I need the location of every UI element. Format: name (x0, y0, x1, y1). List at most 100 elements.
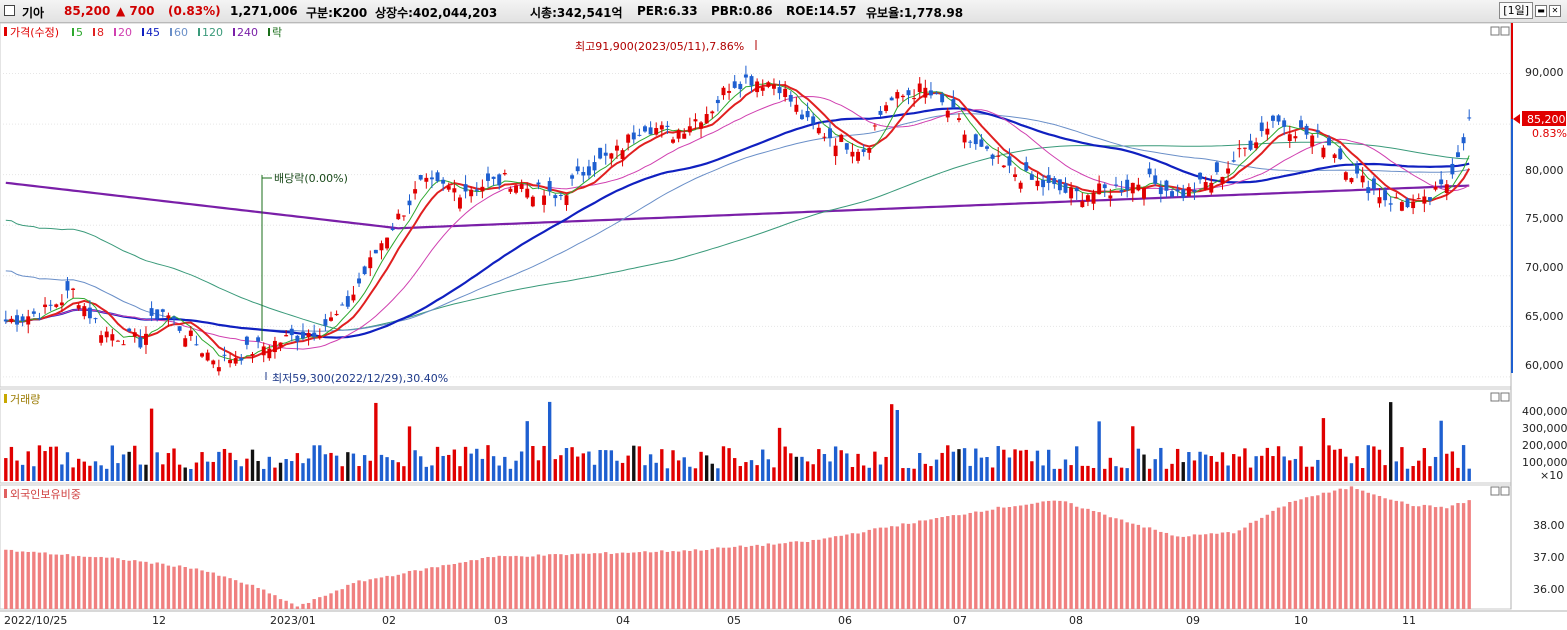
foreign-ratio-bar (441, 565, 445, 609)
float-ratio: 유보율:1,778.98 (866, 6, 964, 20)
candle-body (1360, 175, 1365, 183)
foreign-ratio-bar (531, 556, 535, 609)
foreign-ratio-bar (1097, 512, 1101, 609)
foreign-ratio-bar (1103, 514, 1107, 609)
volume-bar (1405, 468, 1410, 481)
foreign-ratio-bar (828, 537, 832, 609)
candle-body (317, 335, 322, 339)
price-change-pct: (0.83%) (168, 4, 221, 18)
candle-body (861, 149, 866, 152)
x-axis: 2022/10/25 12 2023/01 02 03 04 05 06 07 … (4, 614, 1416, 627)
candle-body (1287, 134, 1292, 141)
volume-bar (1108, 457, 1113, 481)
volume-bar (1389, 402, 1393, 481)
foreign-ratio-bar (576, 553, 580, 609)
candle-body (570, 175, 575, 179)
candle-body (547, 181, 552, 192)
foreign-ratio-bar (1002, 507, 1006, 609)
candle-body (31, 311, 36, 314)
volume-panel-close-icon[interactable] (1500, 392, 1510, 402)
foreign-ratio-bar (890, 526, 894, 609)
foreign-ratio-bar (1389, 499, 1393, 609)
close-icon[interactable]: ✕ (1549, 4, 1561, 17)
volume-bar (828, 461, 832, 481)
volume-bar (441, 455, 445, 481)
period-button[interactable]: [1일] (1499, 2, 1533, 19)
foreign-ratio-bar (1316, 495, 1320, 609)
candle-body (37, 318, 42, 320)
foreign-ratio-bar (37, 552, 42, 609)
candle-body (1254, 142, 1259, 149)
legend-swatch (72, 28, 74, 36)
candle-body (121, 344, 126, 346)
volume-bar (1327, 445, 1331, 481)
volume-panel-minimize-icon[interactable] (1490, 392, 1500, 402)
foreign-ratio-bar (632, 552, 636, 609)
volume-bar (839, 450, 843, 481)
volume-panel-title: 거래량 (10, 393, 40, 406)
candle-body (715, 99, 720, 104)
foreign-ratio-bar (26, 551, 30, 609)
candle-body (334, 313, 339, 316)
price-panel-minimize-icon[interactable] (1490, 26, 1500, 36)
volume-bar (1288, 460, 1292, 481)
foreign-ratio-bar (1456, 503, 1460, 609)
x-tick: 2023/01 (270, 614, 316, 627)
select-checkbox[interactable] (4, 5, 15, 16)
volume-bar (1433, 456, 1438, 481)
foreign-panel-minimize-icon[interactable] (1490, 486, 1500, 496)
price-panel[interactable] (0, 23, 1512, 388)
candle-body (564, 195, 569, 206)
foreign-ratio-bar (1433, 507, 1438, 609)
candle-body (1383, 190, 1388, 201)
candle-body (1282, 120, 1287, 127)
candle-body (351, 294, 356, 301)
candle-body (788, 94, 793, 102)
volume-bar (1344, 456, 1348, 481)
foreign-ratio-bar (1254, 520, 1258, 609)
volume-bar (508, 468, 513, 481)
volume-bar (138, 464, 143, 481)
foreign-y-axis: 38.00 37.00 36.00 (1533, 519, 1565, 596)
price-tick: 75,000 (1525, 212, 1564, 225)
current-pct-tag-text: 0.83% (1532, 127, 1567, 140)
volume-bar (873, 451, 877, 481)
volume-bar (105, 468, 109, 481)
foreign-ratio-bar (1366, 492, 1370, 609)
volume-bar (217, 451, 221, 481)
candle-body (985, 146, 989, 149)
candle-body (401, 215, 406, 217)
volume-bar (1411, 466, 1415, 481)
foreign-ratio-bar (491, 557, 496, 609)
foreign-ratio-bar (704, 550, 709, 609)
volume-bar (547, 401, 552, 481)
legend-price-title: 가격(수정) (10, 26, 59, 39)
candle-body (3, 319, 8, 322)
x-tick: 08 (1069, 614, 1083, 627)
candle-body (1248, 140, 1253, 150)
volume-bar (906, 467, 911, 481)
price-panel-close-icon[interactable] (1500, 26, 1510, 36)
foreign-ratio-bar (1360, 490, 1365, 609)
foreign-ratio-bar (962, 514, 967, 609)
volume-bar (553, 459, 557, 481)
minimize-icon[interactable]: ▬ (1535, 4, 1547, 17)
volume-bar (800, 456, 804, 481)
foreign-ratio-bar (637, 552, 642, 609)
volume-bar (1114, 466, 1118, 481)
foreign-ratio-bar (1203, 534, 1208, 609)
candle-body (183, 338, 188, 347)
candle-body (413, 189, 418, 194)
candle-body (794, 104, 799, 112)
foreign-ratio-bar (733, 546, 737, 609)
volume-bar (912, 468, 916, 481)
volume-y-axis: 400,000 300,000 200,000 100,000 ×10 (1522, 405, 1567, 482)
candle-body (805, 111, 810, 118)
foreign-ratio-bar (1080, 508, 1085, 609)
volume-bar (133, 445, 137, 481)
foreign-ratio-bar (1175, 536, 1180, 609)
candle-body (1231, 160, 1236, 162)
foreign-panel-close-icon[interactable] (1500, 486, 1510, 496)
foreign-ratio-bar (817, 539, 821, 609)
